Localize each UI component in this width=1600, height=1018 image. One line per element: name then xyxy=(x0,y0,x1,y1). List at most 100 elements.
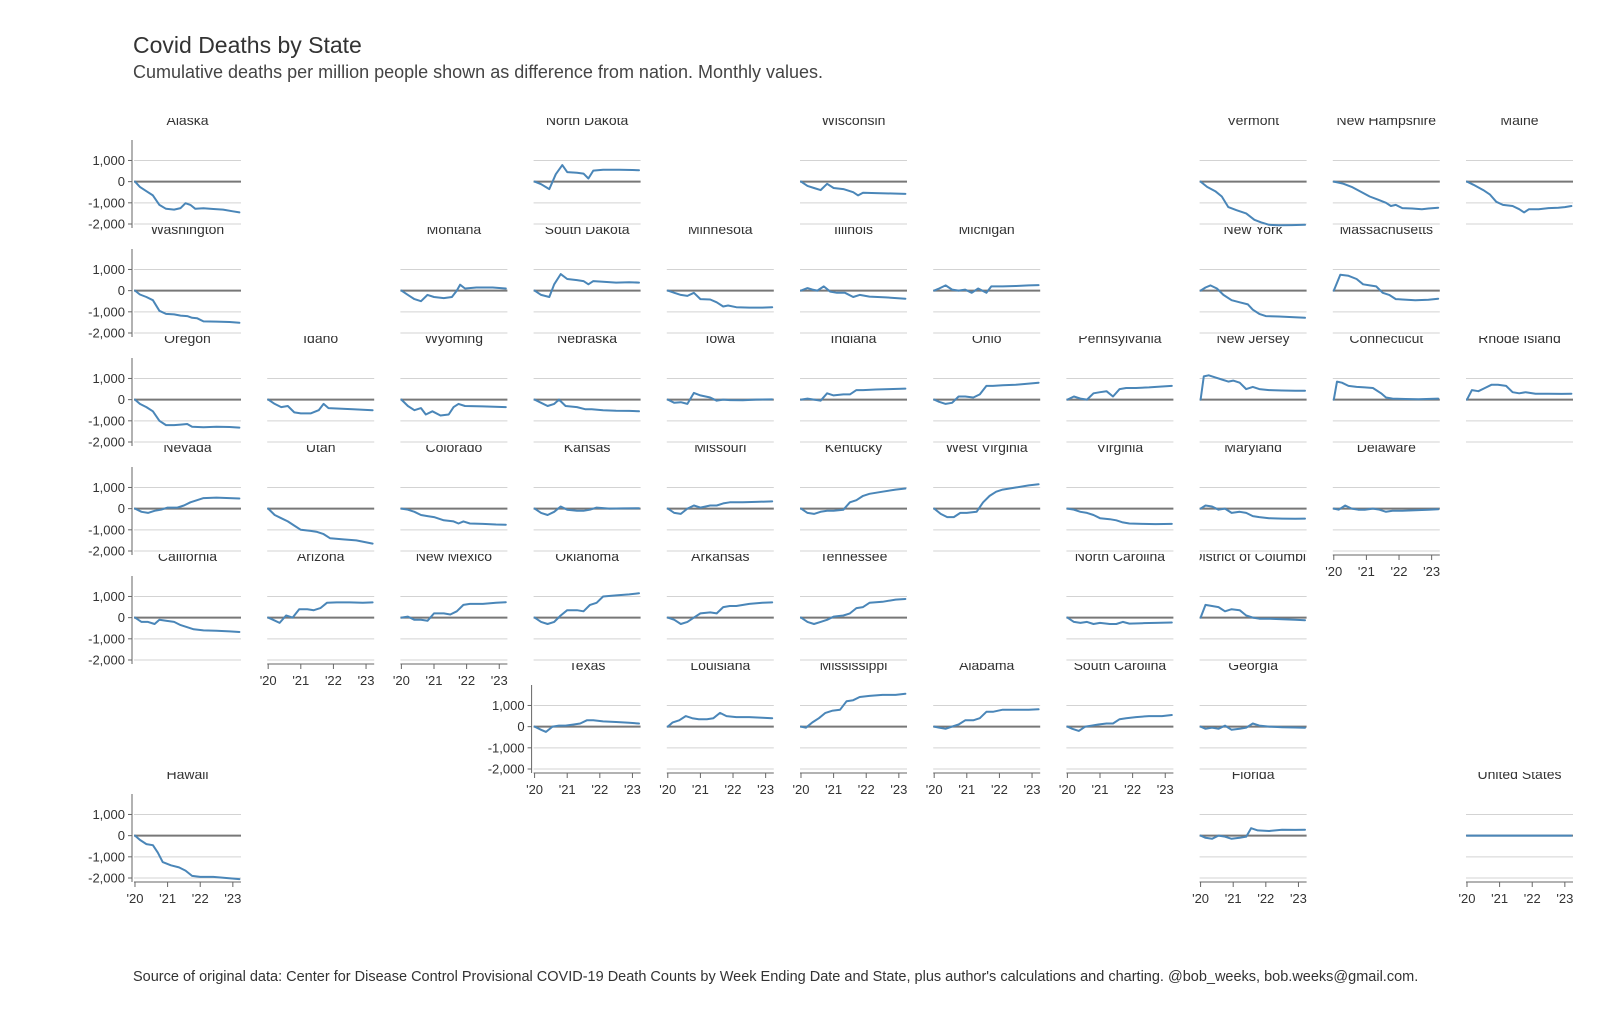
series-line xyxy=(134,180,241,214)
panel-maryland: Maryland xyxy=(1199,445,1307,552)
series-line xyxy=(400,507,507,526)
panel-arizona: Arizona '20 '21 '22 '23 xyxy=(260,548,375,688)
series-line xyxy=(400,283,507,303)
x-tick-label: '20 xyxy=(526,782,543,797)
panel-title: Kansas xyxy=(564,439,611,455)
x-tick-label: '21 xyxy=(559,782,576,797)
panel-rhode-island: Rhode Island xyxy=(1466,330,1573,443)
x-tick-label: '20 xyxy=(1192,891,1209,906)
panel-title: New Jersey xyxy=(1217,330,1290,346)
x-tick-label: '22 xyxy=(1524,891,1541,906)
panel-montana: Montana xyxy=(400,221,508,334)
panel-title: Georgia xyxy=(1228,657,1278,673)
panel-title: Missouri xyxy=(694,439,746,455)
chart-title: Covid Deaths by State xyxy=(133,32,362,58)
panel-south-dakota: South Dakota xyxy=(533,227,641,334)
panel-title: North Carolina xyxy=(1075,548,1165,564)
series-line xyxy=(933,284,1040,294)
panel-virginia: Virginia xyxy=(1066,445,1174,552)
series-line xyxy=(1199,722,1306,731)
y-tick-label: -1,000 xyxy=(88,195,125,210)
y-tick-label: 0 xyxy=(118,174,125,189)
panel-title: Rhode Island xyxy=(1478,330,1561,346)
x-tick-label: '22 xyxy=(991,782,1008,797)
x-tick-label: '20 xyxy=(1325,564,1342,579)
x-tick-label: '21 xyxy=(1491,891,1508,906)
y-tick-label: -1,000 xyxy=(88,522,125,537)
series-line xyxy=(933,381,1040,405)
x-tick-label: '22 xyxy=(591,782,608,797)
x-tick-label: '21 xyxy=(692,782,709,797)
series-line xyxy=(1066,507,1173,526)
panel-kansas: Kansas xyxy=(533,439,641,552)
panel-vermont: Vermont xyxy=(1199,118,1307,227)
series-line xyxy=(533,719,640,733)
y-tick-label: 1,000 xyxy=(92,480,125,495)
x-tick-label: '20 xyxy=(793,782,810,797)
series-line xyxy=(1332,273,1440,302)
series-line xyxy=(666,289,774,309)
panel-new-york: New York xyxy=(1199,227,1307,334)
x-tick-label: '23 xyxy=(491,673,508,688)
y-tick-label: 0 xyxy=(118,501,125,516)
panel-iowa: Iowa xyxy=(666,330,774,443)
panel-indiana: Indiana xyxy=(800,330,907,443)
panel-title: South Carolina xyxy=(1074,657,1167,673)
x-tick-label: '23 xyxy=(358,673,375,688)
series-line xyxy=(1332,180,1440,211)
panel-title: Montana xyxy=(427,221,482,237)
panel-title: Texas xyxy=(569,657,606,673)
series-line xyxy=(1199,374,1306,401)
series-line xyxy=(800,180,907,197)
panel-title: Louisiana xyxy=(690,657,750,673)
panel-wyoming: Wyoming xyxy=(400,330,508,443)
panel-title: Wyoming xyxy=(425,330,483,346)
panel-title: Tennessee xyxy=(820,548,888,564)
series-line xyxy=(1332,380,1440,401)
series-line xyxy=(533,273,640,298)
panel-title: Utah xyxy=(306,439,336,455)
panel-south-carolina: South Carolina '20 '21 '22 '23 xyxy=(1059,657,1174,797)
x-tick-label: '23 xyxy=(1024,782,1041,797)
panel-title: Illinois xyxy=(834,221,873,237)
series-line xyxy=(533,592,640,625)
y-tick-label: 1,000 xyxy=(92,371,125,386)
series-line xyxy=(666,391,774,405)
x-tick-label: '21 xyxy=(292,673,309,688)
x-tick-label: '22 xyxy=(458,673,475,688)
y-tick-label: 1,000 xyxy=(92,262,125,277)
series-line xyxy=(1066,384,1173,401)
series-line xyxy=(666,601,774,625)
series-line xyxy=(800,387,907,402)
x-tick-label: '21 xyxy=(1092,782,1109,797)
panel-title: Arizona xyxy=(297,548,345,564)
panel-title: Hawaii xyxy=(166,766,208,782)
series-line xyxy=(800,285,907,300)
panel-illinois: Illinois xyxy=(800,221,907,334)
panel-hawaii: Hawaii 1,000 0 -1,000 -2,000'20 '21 '22 '23 xyxy=(88,766,241,906)
panel-title: Wisconsin xyxy=(822,112,886,128)
x-tick-label: '21 xyxy=(1225,891,1242,906)
panel-title: Indiana xyxy=(831,330,877,346)
y-tick-label: -1,000 xyxy=(88,849,125,864)
panel-title: Delaware xyxy=(1357,439,1416,455)
panel-california: California 1,000 0 -1,000 -2,000 xyxy=(88,554,241,668)
y-tick-label: -2,000 xyxy=(88,871,125,886)
panel-district-of-columbia: District of Columbia xyxy=(1192,548,1314,661)
panel-title: District of Columbia xyxy=(1192,548,1314,564)
y-tick-label: -1,000 xyxy=(88,631,125,646)
x-tick-label: '21 xyxy=(159,891,176,906)
panel-title: Connecticut xyxy=(1349,330,1423,346)
panel-title: Iowa xyxy=(706,330,736,346)
panel-title: Oklahoma xyxy=(555,548,619,564)
y-tick-label: 0 xyxy=(118,392,125,407)
series-line xyxy=(400,601,507,622)
y-tick-label: -2,000 xyxy=(88,326,125,341)
panel-alabama: Alabama '20 '21 '22 '23 xyxy=(926,663,1041,797)
panel-west-virginia: West Virginia xyxy=(933,445,1041,552)
x-tick-label: '23 xyxy=(1157,782,1174,797)
x-tick-label: '21 xyxy=(958,782,975,797)
panel-mississippi: Mississippi '20 '21 '22 '23 xyxy=(793,663,908,797)
x-tick-label: '22 xyxy=(1391,564,1408,579)
